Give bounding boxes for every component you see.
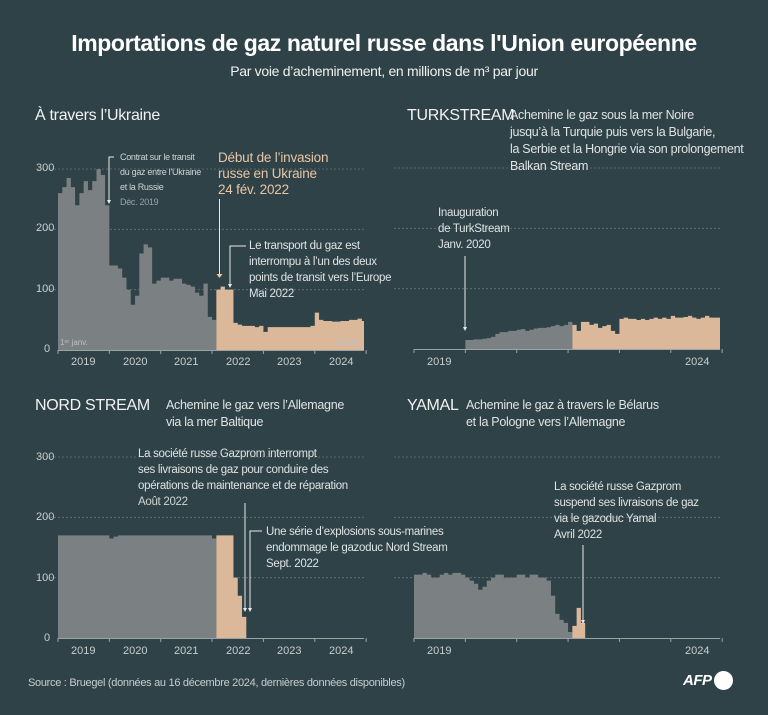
annotation-line: via le gazoduc Yamal — [554, 513, 657, 525]
description-line: Achemine le gaz vers l’Allemagne — [166, 398, 344, 412]
description-line: Achemine le gaz sous la mer Noire — [510, 108, 694, 122]
panel-description-yamal: Achemine le gaz à travers le Bélarus et … — [466, 397, 659, 431]
area-nordstream-before-invasion — [58, 535, 217, 638]
y-tick: 0 — [44, 343, 51, 355]
source-note: Source : Bruegel (données au 16 décembre… — [28, 677, 405, 689]
annotation-date: 24 fév. 2022 — [218, 182, 289, 197]
arrow-icon — [243, 608, 247, 612]
panel-title-turkstream: TURKSTREAM — [407, 107, 515, 124]
area-ukraine-before-invasion — [58, 169, 217, 350]
annotation-date: Déc. 2019 — [120, 197, 159, 207]
annotation-line: ses livraisons de gaz pour conduire des — [138, 464, 329, 476]
annotation-transit-contract: Contrat sur le transit du gaz entre l’Uk… — [120, 150, 201, 210]
arrow-icon — [463, 327, 467, 331]
arrow-icon — [581, 620, 585, 624]
description-line: jusqu’à la Turquie puis vers la Bulgarie… — [510, 125, 716, 139]
annotation-line: russe en Ukraine — [218, 166, 317, 181]
annotation-line: Le transport du gaz est — [249, 240, 360, 252]
x-tick: 2021 — [174, 645, 199, 657]
x-tick: 2024 — [685, 645, 710, 657]
x-tick: 2019 — [427, 645, 452, 657]
panel-title-yamal: YAMAL — [407, 397, 459, 414]
x-tick: 2020 — [123, 645, 148, 657]
leader-ukraine-may — [229, 245, 246, 284]
annotation-date: Sept. 2022 — [266, 558, 319, 570]
annotation-line: interrompu à l’un des deux — [249, 256, 377, 268]
arrow-icon — [228, 284, 232, 288]
annotation-line: du gaz entre l’Ukraine — [120, 167, 201, 177]
x-tick: 2023 — [277, 356, 302, 368]
description-line: via la mer Baltique — [166, 415, 264, 429]
annotation-turkstream-inauguration: Inauguration de TurkStream Janv. 2020 — [438, 205, 510, 253]
x-tick: 2019 — [71, 645, 96, 657]
y-tick: 0 — [44, 632, 51, 644]
x-tick: 2022 — [226, 645, 251, 657]
annotation-line: Début de l’invasion — [218, 150, 329, 165]
x-tick: 2021 — [174, 356, 199, 368]
leader-nordstream-sept — [249, 530, 262, 608]
x-tick: 2020 — [123, 356, 148, 368]
page-title: Importations de gaz naturel russe dans l… — [71, 30, 697, 56]
x-tick: 2024 — [685, 356, 710, 368]
x-tick: 2019 — [427, 356, 452, 368]
x-tick: 2019 — [71, 356, 96, 368]
x-tick: 2023 — [277, 645, 302, 657]
y-tick: 300 — [36, 451, 55, 463]
arrow-icon — [216, 274, 223, 278]
page-subtitle: Par voie d’acheminement, en millions de … — [230, 63, 538, 79]
annotation-line: opérations de maintenance et de réparati… — [138, 480, 348, 492]
annotation-transit-interrupted: Le transport du gaz est interrompu à l’u… — [249, 238, 392, 302]
area-nordstream-after-invasion — [216, 535, 251, 638]
annotation-date: Août 2022 — [138, 496, 188, 508]
afp-logo-text: AFP — [683, 672, 712, 689]
x-tick: 2022 — [226, 356, 251, 368]
annotation-invasion: Début de l’invasion russe en Ukraine 24 … — [218, 150, 328, 198]
panel-description-nordstream: Achemine le gaz vers l’Allemagne via la … — [166, 397, 344, 431]
afp-logo: AFP — [683, 671, 733, 690]
y-tick: 100 — [36, 572, 55, 584]
description-line: Balkan Stream — [510, 159, 589, 173]
annotation-yamal-suspension: La société russe Gazprom suspend ses liv… — [554, 479, 699, 543]
y-tick: 200 — [36, 222, 55, 234]
panel-title-ukraine: À travers l’Ukraine — [35, 107, 161, 124]
y-tick: 200 — [36, 511, 55, 523]
annotation-date: Avril 2022 — [554, 529, 602, 541]
area-yamal-before-invasion — [414, 572, 573, 638]
description-line: Achemine le gaz à travers le Bélarus — [466, 398, 659, 412]
annotation-nordstream-explosions: Une série d’explosions sous-marines endo… — [266, 524, 448, 572]
description-line: et la Pologne vers l’Allemagne — [466, 415, 626, 429]
annotation-date: Janv. 2020 — [438, 239, 491, 251]
x-tick: 2024 — [329, 356, 354, 368]
y-tick: 100 — [36, 283, 55, 295]
annotation-line: suspend ses livraisons de gaz — [554, 497, 699, 509]
x-tick: 2024 — [329, 645, 354, 657]
y-tick: 300 — [36, 162, 55, 174]
annotation-line: de TurkStream — [438, 223, 510, 235]
annotation-line: Inauguration — [438, 207, 499, 219]
panel-title-nordstream: NORD STREAM — [35, 397, 150, 414]
area-ukraine-after-invasion — [216, 286, 364, 350]
leader-ukraine-contract — [108, 156, 114, 200]
afp-logo-circle-icon — [713, 671, 733, 690]
annotation-date: Mai 2022 — [249, 288, 294, 300]
annotation-line: points de transit vers l’Europe — [249, 272, 392, 284]
annotation-line: et la Russie — [120, 182, 164, 192]
arrow-icon — [248, 608, 252, 612]
start-note: 1ᵉʳ janv. — [60, 338, 88, 347]
panel-description-turkstream: Achemine le gaz sous la mer Noire jusqu’… — [510, 107, 744, 175]
annotation-nordstream-maintenance: La société russe Gazprom interrompt ses … — [138, 446, 348, 510]
annotation-line: Contrat sur le transit — [120, 152, 195, 162]
annotation-line: endommage le gazoduc Nord Stream — [266, 542, 448, 554]
arrow-icon — [107, 200, 111, 204]
area-turkstream-before-invasion — [414, 321, 573, 349]
area-turkstream-after-invasion — [572, 315, 720, 349]
end-note: 16 déc. — [336, 338, 363, 347]
annotation-line: La société russe Gazprom interrompt — [138, 448, 317, 460]
annotation-line: Une série d’explosions sous-marines — [266, 526, 444, 538]
description-line: la Serbie et la Hongrie via son prolonge… — [510, 142, 744, 156]
area-yamal-after-invasion — [572, 607, 590, 638]
annotation-line: La société russe Gazprom — [554, 481, 682, 493]
